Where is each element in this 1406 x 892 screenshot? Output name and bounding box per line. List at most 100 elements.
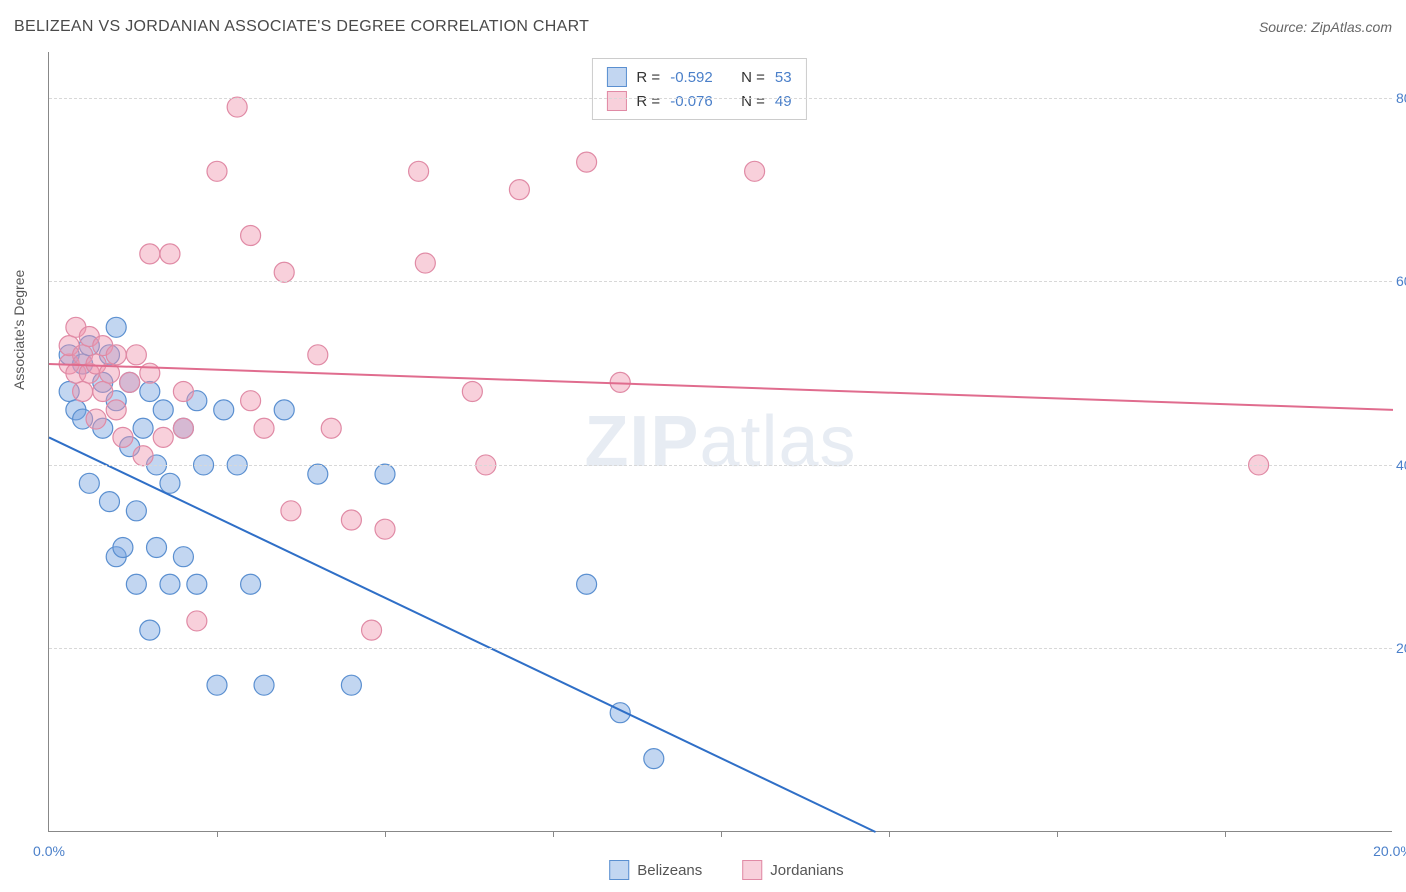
legend-stat-row: R = -0.592 N = 53 bbox=[606, 65, 791, 89]
data-point bbox=[113, 538, 133, 558]
data-point bbox=[106, 345, 126, 365]
data-point bbox=[140, 363, 160, 383]
data-point bbox=[241, 226, 261, 246]
chart-title: BELIZEAN VS JORDANIAN ASSOCIATE'S DEGREE… bbox=[14, 18, 589, 36]
data-point bbox=[362, 620, 382, 640]
data-point bbox=[126, 345, 146, 365]
legend-swatch bbox=[606, 67, 626, 87]
r-value: -0.076 bbox=[670, 93, 713, 110]
legend-stat-row: R = -0.076 N = 49 bbox=[606, 89, 791, 113]
legend-swatch bbox=[609, 860, 629, 880]
n-label: N = bbox=[741, 93, 765, 110]
data-point bbox=[147, 538, 167, 558]
data-point bbox=[241, 391, 261, 411]
x-tick-mark bbox=[889, 831, 890, 837]
x-tick-mark bbox=[721, 831, 722, 837]
data-point bbox=[140, 382, 160, 402]
x-tick-label: 0.0% bbox=[33, 843, 65, 859]
r-value: -0.592 bbox=[670, 69, 713, 86]
data-point bbox=[577, 574, 597, 594]
data-point bbox=[126, 574, 146, 594]
data-point bbox=[644, 749, 664, 769]
y-tick-label: 20.0% bbox=[1396, 640, 1406, 656]
data-point bbox=[160, 574, 180, 594]
data-point bbox=[187, 574, 207, 594]
data-point bbox=[341, 675, 361, 695]
n-value: 49 bbox=[775, 93, 792, 110]
data-point bbox=[214, 400, 234, 420]
data-point bbox=[120, 372, 140, 392]
data-point bbox=[281, 501, 301, 521]
chart-header: BELIZEAN VS JORDANIAN ASSOCIATE'S DEGREE… bbox=[14, 18, 1392, 36]
data-point bbox=[126, 501, 146, 521]
x-tick-mark bbox=[553, 831, 554, 837]
data-point bbox=[106, 317, 126, 337]
data-point bbox=[106, 400, 126, 420]
legend-swatch bbox=[742, 860, 762, 880]
gridline bbox=[49, 465, 1392, 466]
data-point bbox=[274, 262, 294, 282]
data-point bbox=[140, 620, 160, 640]
data-point bbox=[173, 547, 193, 567]
scatter-svg bbox=[49, 52, 1392, 831]
data-point bbox=[308, 345, 328, 365]
data-point bbox=[133, 446, 153, 466]
data-point bbox=[153, 400, 173, 420]
x-tick-mark bbox=[1225, 831, 1226, 837]
data-point bbox=[207, 161, 227, 181]
legend-series-item: Belizeans bbox=[609, 860, 702, 880]
gridline bbox=[49, 98, 1392, 99]
x-tick-mark bbox=[217, 831, 218, 837]
y-tick-label: 60.0% bbox=[1396, 273, 1406, 289]
trend-line bbox=[49, 437, 876, 832]
data-point bbox=[227, 97, 247, 117]
n-label: N = bbox=[741, 69, 765, 86]
legend-series: Belizeans Jordanians bbox=[609, 860, 843, 880]
data-point bbox=[341, 510, 361, 530]
data-point bbox=[73, 382, 93, 402]
data-point bbox=[745, 161, 765, 181]
data-point bbox=[86, 409, 106, 429]
data-point bbox=[321, 418, 341, 438]
data-point bbox=[93, 382, 113, 402]
data-point bbox=[173, 382, 193, 402]
data-point bbox=[462, 382, 482, 402]
data-point bbox=[241, 574, 261, 594]
legend-series-item: Jordanians bbox=[742, 860, 843, 880]
data-point bbox=[207, 675, 227, 695]
data-point bbox=[99, 492, 119, 512]
chart-plot-area: Associate's Degree ZIPatlas R =-0.592 N … bbox=[48, 52, 1392, 832]
data-point bbox=[308, 464, 328, 484]
data-point bbox=[187, 611, 207, 631]
data-point bbox=[153, 427, 173, 447]
n-value: 53 bbox=[775, 69, 792, 86]
y-tick-label: 80.0% bbox=[1396, 90, 1406, 106]
x-tick-mark bbox=[1057, 831, 1058, 837]
r-label: R = bbox=[636, 69, 660, 86]
data-point bbox=[160, 244, 180, 264]
data-point bbox=[133, 418, 153, 438]
data-point bbox=[274, 400, 294, 420]
data-point bbox=[375, 519, 395, 539]
data-point bbox=[113, 427, 133, 447]
data-point bbox=[160, 473, 180, 493]
y-axis-label: Associate's Degree bbox=[11, 269, 27, 389]
legend-series-label: Belizeans bbox=[637, 862, 702, 879]
legend-swatch bbox=[606, 91, 626, 111]
r-label: R = bbox=[636, 93, 660, 110]
legend-series-label: Jordanians bbox=[770, 862, 843, 879]
x-tick-mark bbox=[385, 831, 386, 837]
data-point bbox=[79, 473, 99, 493]
legend-stats: R = -0.592 N = 53 R = -0.076 N = 49 bbox=[591, 58, 806, 120]
y-tick-label: 40.0% bbox=[1396, 457, 1406, 473]
data-point bbox=[409, 161, 429, 181]
data-point bbox=[577, 152, 597, 172]
gridline bbox=[49, 281, 1392, 282]
data-point bbox=[140, 244, 160, 264]
gridline bbox=[49, 648, 1392, 649]
data-point bbox=[375, 464, 395, 484]
data-point bbox=[254, 675, 274, 695]
data-point bbox=[254, 418, 274, 438]
data-point bbox=[509, 180, 529, 200]
x-tick-label: 20.0% bbox=[1373, 843, 1406, 859]
